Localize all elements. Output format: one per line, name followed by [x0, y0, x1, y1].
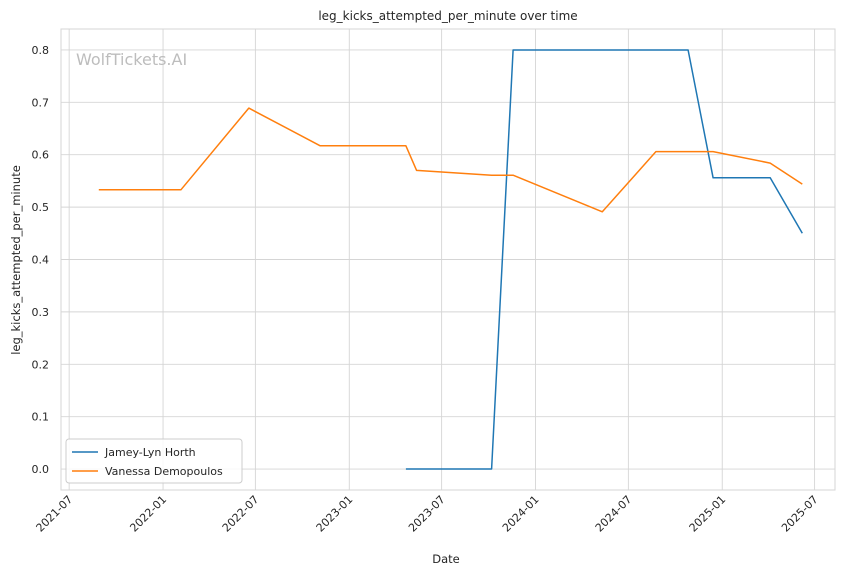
- grid-lines: [61, 29, 835, 490]
- y-axis: 0.0 0.1 0.2 0.3 0.4 0.5 0.6 0.7 0.8: [32, 44, 50, 476]
- series-line-1: [98, 107, 803, 213]
- y-tick-label: 0.8: [32, 44, 50, 57]
- y-tick-label: 0.7: [32, 96, 50, 109]
- chart-title: leg_kicks_attempted_per_minute over time: [318, 9, 577, 23]
- legend: Jamey-Lyn Horth Vanessa Demopoulos: [65, 438, 243, 484]
- legend-label: Jamey-Lyn Horth: [104, 446, 196, 459]
- y-tick-label: 0.6: [32, 149, 50, 162]
- y-tick-label: 0.5: [32, 201, 50, 214]
- y-axis-title: leg_kicks_attempted_per_minute: [9, 165, 23, 355]
- legend-label: Vanessa Demopoulos: [105, 465, 223, 478]
- y-tick-label: 0.2: [32, 358, 50, 371]
- y-tick-label: 0.1: [32, 411, 50, 424]
- y-tick-label: 0.4: [32, 254, 50, 267]
- plot-frame: [60, 28, 836, 491]
- legend-box: [65, 438, 243, 484]
- series-line-0: [405, 49, 803, 470]
- y-tick-label: 0.3: [32, 306, 50, 319]
- watermark: WolfTickets.AI: [76, 50, 187, 69]
- y-tick-label: 0.0: [32, 463, 50, 476]
- series-layer: [98, 49, 803, 470]
- x-axis-title: Date: [432, 552, 460, 566]
